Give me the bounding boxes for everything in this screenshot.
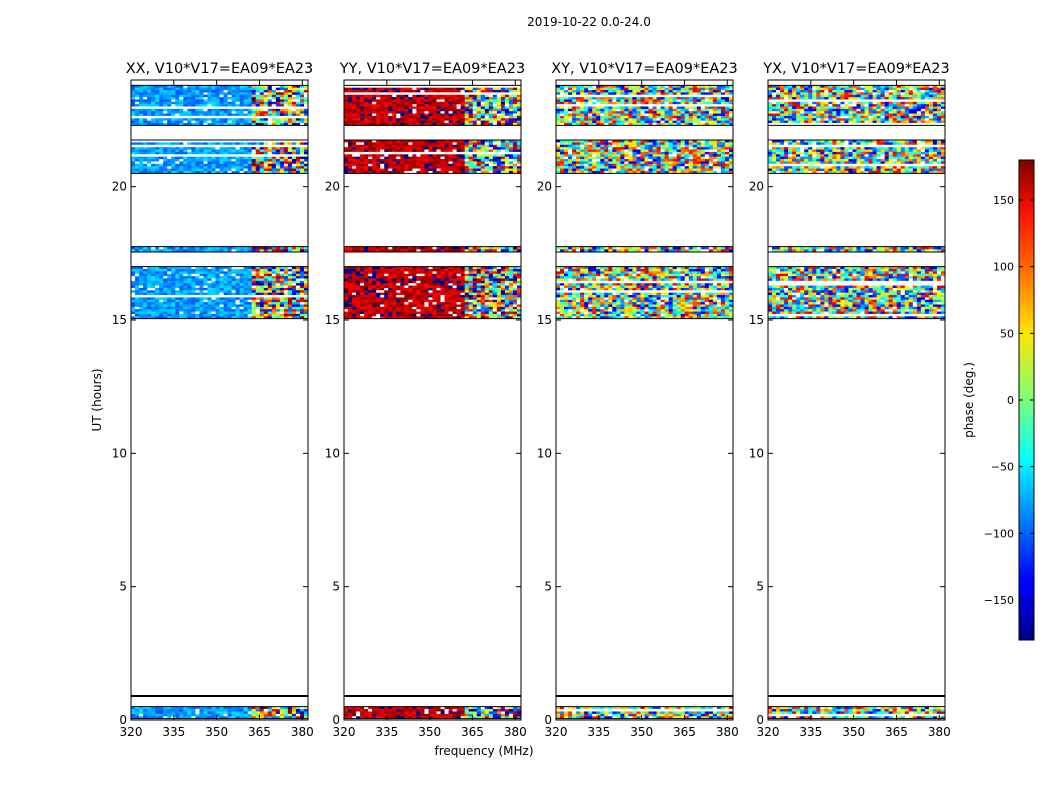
data-block-yx-2 xyxy=(768,246,946,253)
y-tick-label-yx-5: 5 xyxy=(756,580,764,594)
data-block-xx-4 xyxy=(131,85,309,126)
y-tick-label-xy-0: 0 xyxy=(544,713,552,727)
x-tick-label-yx-365: 365 xyxy=(885,725,908,739)
panel-title-xy: XY, V10*V17=EA09*EA23 xyxy=(551,61,737,77)
x-tick-label-yx-380: 380 xyxy=(928,725,951,739)
x-axis-label: frequency (MHz) xyxy=(434,744,533,758)
data-block-yx-1 xyxy=(768,266,946,319)
y-tick-label-yx-15: 15 xyxy=(749,313,764,327)
colorbar: 150 100 50 0 −50 −100 −150 phase (deg.) xyxy=(962,159,1035,641)
data-block-yy-2 xyxy=(344,246,522,253)
x-tick-label-xx-365: 365 xyxy=(248,725,271,739)
x-tick-label-yy-380: 380 xyxy=(504,725,527,739)
colorbar-tick-label-0: 150 xyxy=(993,194,1014,207)
panel-frame-yy xyxy=(343,79,522,721)
colorbar-tick-label-1: 100 xyxy=(993,261,1014,274)
data-block-yy-0 xyxy=(344,706,522,719)
colorbar-tick-label-5: −100 xyxy=(984,527,1014,540)
x-tick-label-yx-335: 335 xyxy=(799,725,822,739)
colorbar-tick-label-3: 0 xyxy=(1007,394,1014,407)
x-tick-label-xx-335: 335 xyxy=(162,725,185,739)
data-block-xy-2 xyxy=(556,246,734,253)
panel-frame-xy xyxy=(555,79,734,721)
data-block-xx-1 xyxy=(131,266,309,319)
x-tick-label-xy-380: 380 xyxy=(716,725,739,739)
y-tick-label-yy-10: 10 xyxy=(325,446,340,460)
data-block-xy-0 xyxy=(556,706,734,719)
data-block-yy-4 xyxy=(344,85,522,126)
data-block-yy-1 xyxy=(344,266,522,319)
y-tick-label-xy-10: 10 xyxy=(537,446,552,460)
panel-title-xx: XX, V10*V17=EA09*EA23 xyxy=(126,61,314,77)
y-tick-label-xx-5: 5 xyxy=(119,580,127,594)
panel-yx: YX, V10*V17=EA09*EA23 320 335 350 365 380 0 5 10… xyxy=(749,61,951,739)
y-tick-label-yx-0: 0 xyxy=(756,713,764,727)
y-tick-label-yx-20: 20 xyxy=(749,180,764,194)
y-axis-label: UT (hours) xyxy=(90,368,104,431)
data-block-yy-3 xyxy=(344,140,522,174)
data-block-yx-4 xyxy=(768,85,946,126)
x-tick-label-yy-350: 350 xyxy=(418,725,441,739)
data-block-xy-3 xyxy=(556,140,734,174)
data-block-xy-4 xyxy=(556,85,734,126)
x-tick-label-xx-320: 320 xyxy=(120,725,143,739)
x-tick-label-yy-365: 365 xyxy=(461,725,484,739)
x-tick-label-yy-320: 320 xyxy=(333,725,356,739)
x-tick-label-xx-380: 380 xyxy=(291,725,314,739)
y-tick-label-xy-15: 15 xyxy=(537,313,552,327)
y-tick-label-xy-5: 5 xyxy=(544,580,552,594)
panel-title-yx: YX, V10*V17=EA09*EA23 xyxy=(762,61,949,77)
data-block-yx-3 xyxy=(768,140,946,174)
y-tick-label-xx-20: 20 xyxy=(112,180,127,194)
y-tick-label-yy-15: 15 xyxy=(325,313,340,327)
x-tick-label-xx-350: 350 xyxy=(205,725,228,739)
y-tick-label-yy-5: 5 xyxy=(332,580,340,594)
data-block-xy-1 xyxy=(556,266,734,319)
data-block-xx-3 xyxy=(131,140,309,174)
x-tick-label-xy-365: 365 xyxy=(673,725,696,739)
panel-xy: XY, V10*V17=EA09*EA23 320 335 350 365 380 0 5 10… xyxy=(537,61,739,739)
panel-frame-yx xyxy=(767,79,946,721)
x-tick-label-yx-350: 350 xyxy=(842,725,865,739)
colorbar-ticks: 150 100 50 0 −50 −100 −150 xyxy=(984,194,1034,607)
x-tick-label-xy-350: 350 xyxy=(630,725,653,739)
x-tick-label-yx-320: 320 xyxy=(757,725,780,739)
y-tick-label-xx-10: 10 xyxy=(112,446,127,460)
panel-yy: YY, V10*V17=EA09*EA23 320 335 350 365 380 0 5 10… xyxy=(325,61,527,739)
y-tick-label-yy-20: 20 xyxy=(325,180,340,194)
x-tick-label-xy-335: 335 xyxy=(587,725,610,739)
x-tick-label-xy-320: 320 xyxy=(545,725,568,739)
panel-title-yy: YY, V10*V17=EA09*EA23 xyxy=(339,61,525,77)
panel-xx: XX, V10*V17=EA09*EA23 320 335 350 365 380 0 5 10… xyxy=(112,61,314,739)
colorbar-tick-label-4: −50 xyxy=(991,461,1014,474)
y-tick-label-yx-10: 10 xyxy=(749,446,764,460)
figure-suptitle: 2019-10-22 0.0-24.0 xyxy=(527,15,651,29)
y-tick-label-yy-0: 0 xyxy=(332,713,340,727)
colorbar-tick-label-2: 50 xyxy=(1000,327,1014,340)
y-tick-label-xx-15: 15 xyxy=(112,313,127,327)
y-tick-label-xx-0: 0 xyxy=(119,713,127,727)
data-block-yx-0 xyxy=(768,706,946,719)
x-tick-label-yy-335: 335 xyxy=(375,725,398,739)
panels-group: XX, V10*V17=EA09*EA23 320 335 350 365 380 0 5 10… xyxy=(112,61,951,739)
panel-frame-xx xyxy=(130,79,309,721)
colorbar-label: phase (deg.) xyxy=(962,362,976,438)
data-block-xx-0 xyxy=(131,706,309,719)
colorbar-tick-label-6: −150 xyxy=(984,594,1014,607)
data-block-xx-2 xyxy=(131,246,309,253)
y-tick-label-xy-20: 20 xyxy=(537,180,552,194)
